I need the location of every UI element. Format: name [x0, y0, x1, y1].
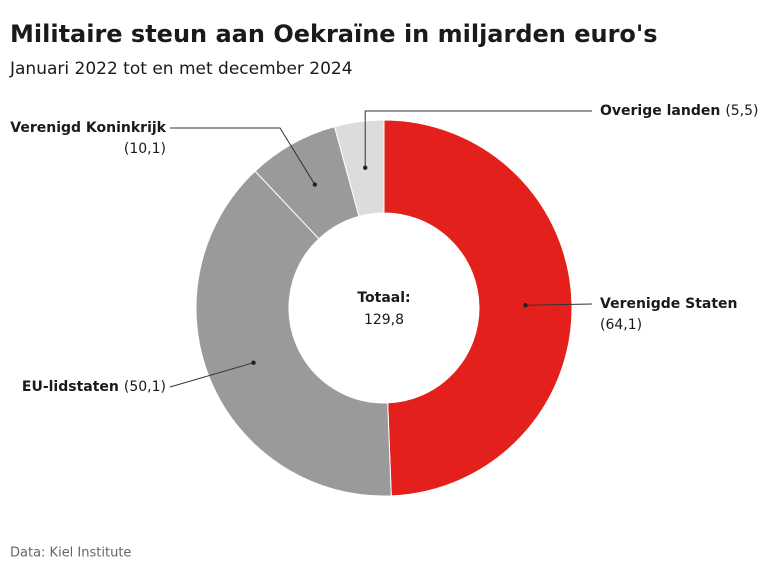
value-label: (64,1): [600, 317, 642, 333]
category-label: Overige landen: [600, 103, 720, 119]
slice-label: Overige landen (5,5): [600, 103, 759, 119]
category-label: Verenigd Koninkrijk: [10, 120, 166, 136]
donut-slice: [333, 119, 385, 217]
leader-dot: [312, 182, 318, 187]
leader-dot: [363, 165, 368, 170]
value-label: (50,1): [124, 379, 166, 395]
source: Data: Kiel Institute: [10, 546, 131, 561]
center-title: Totaal:: [357, 290, 410, 306]
leader-line: [364, 110, 592, 168]
value-label: (10,1): [124, 141, 166, 157]
leader-line: [525, 303, 593, 306]
donut-slice: [383, 119, 573, 497]
leader-dot: [523, 303, 528, 308]
slice-label: EU-lidstaten (50,1): [22, 379, 166, 395]
category-label: EU-lidstaten: [22, 379, 119, 395]
category-label: Verenigde Staten: [600, 296, 738, 312]
donut-slice: [195, 170, 392, 497]
chart-subtitle: Januari 2022 tot en met december 2024: [9, 59, 353, 79]
leader-line: [169, 362, 254, 388]
leader-dot: [251, 360, 256, 365]
leader-line: [170, 127, 316, 185]
chart-title: Militaire steun aan Oekraïne in miljarde…: [10, 20, 658, 48]
center-text: 129,8: [364, 312, 404, 328]
value-label: (5,5): [725, 103, 758, 119]
